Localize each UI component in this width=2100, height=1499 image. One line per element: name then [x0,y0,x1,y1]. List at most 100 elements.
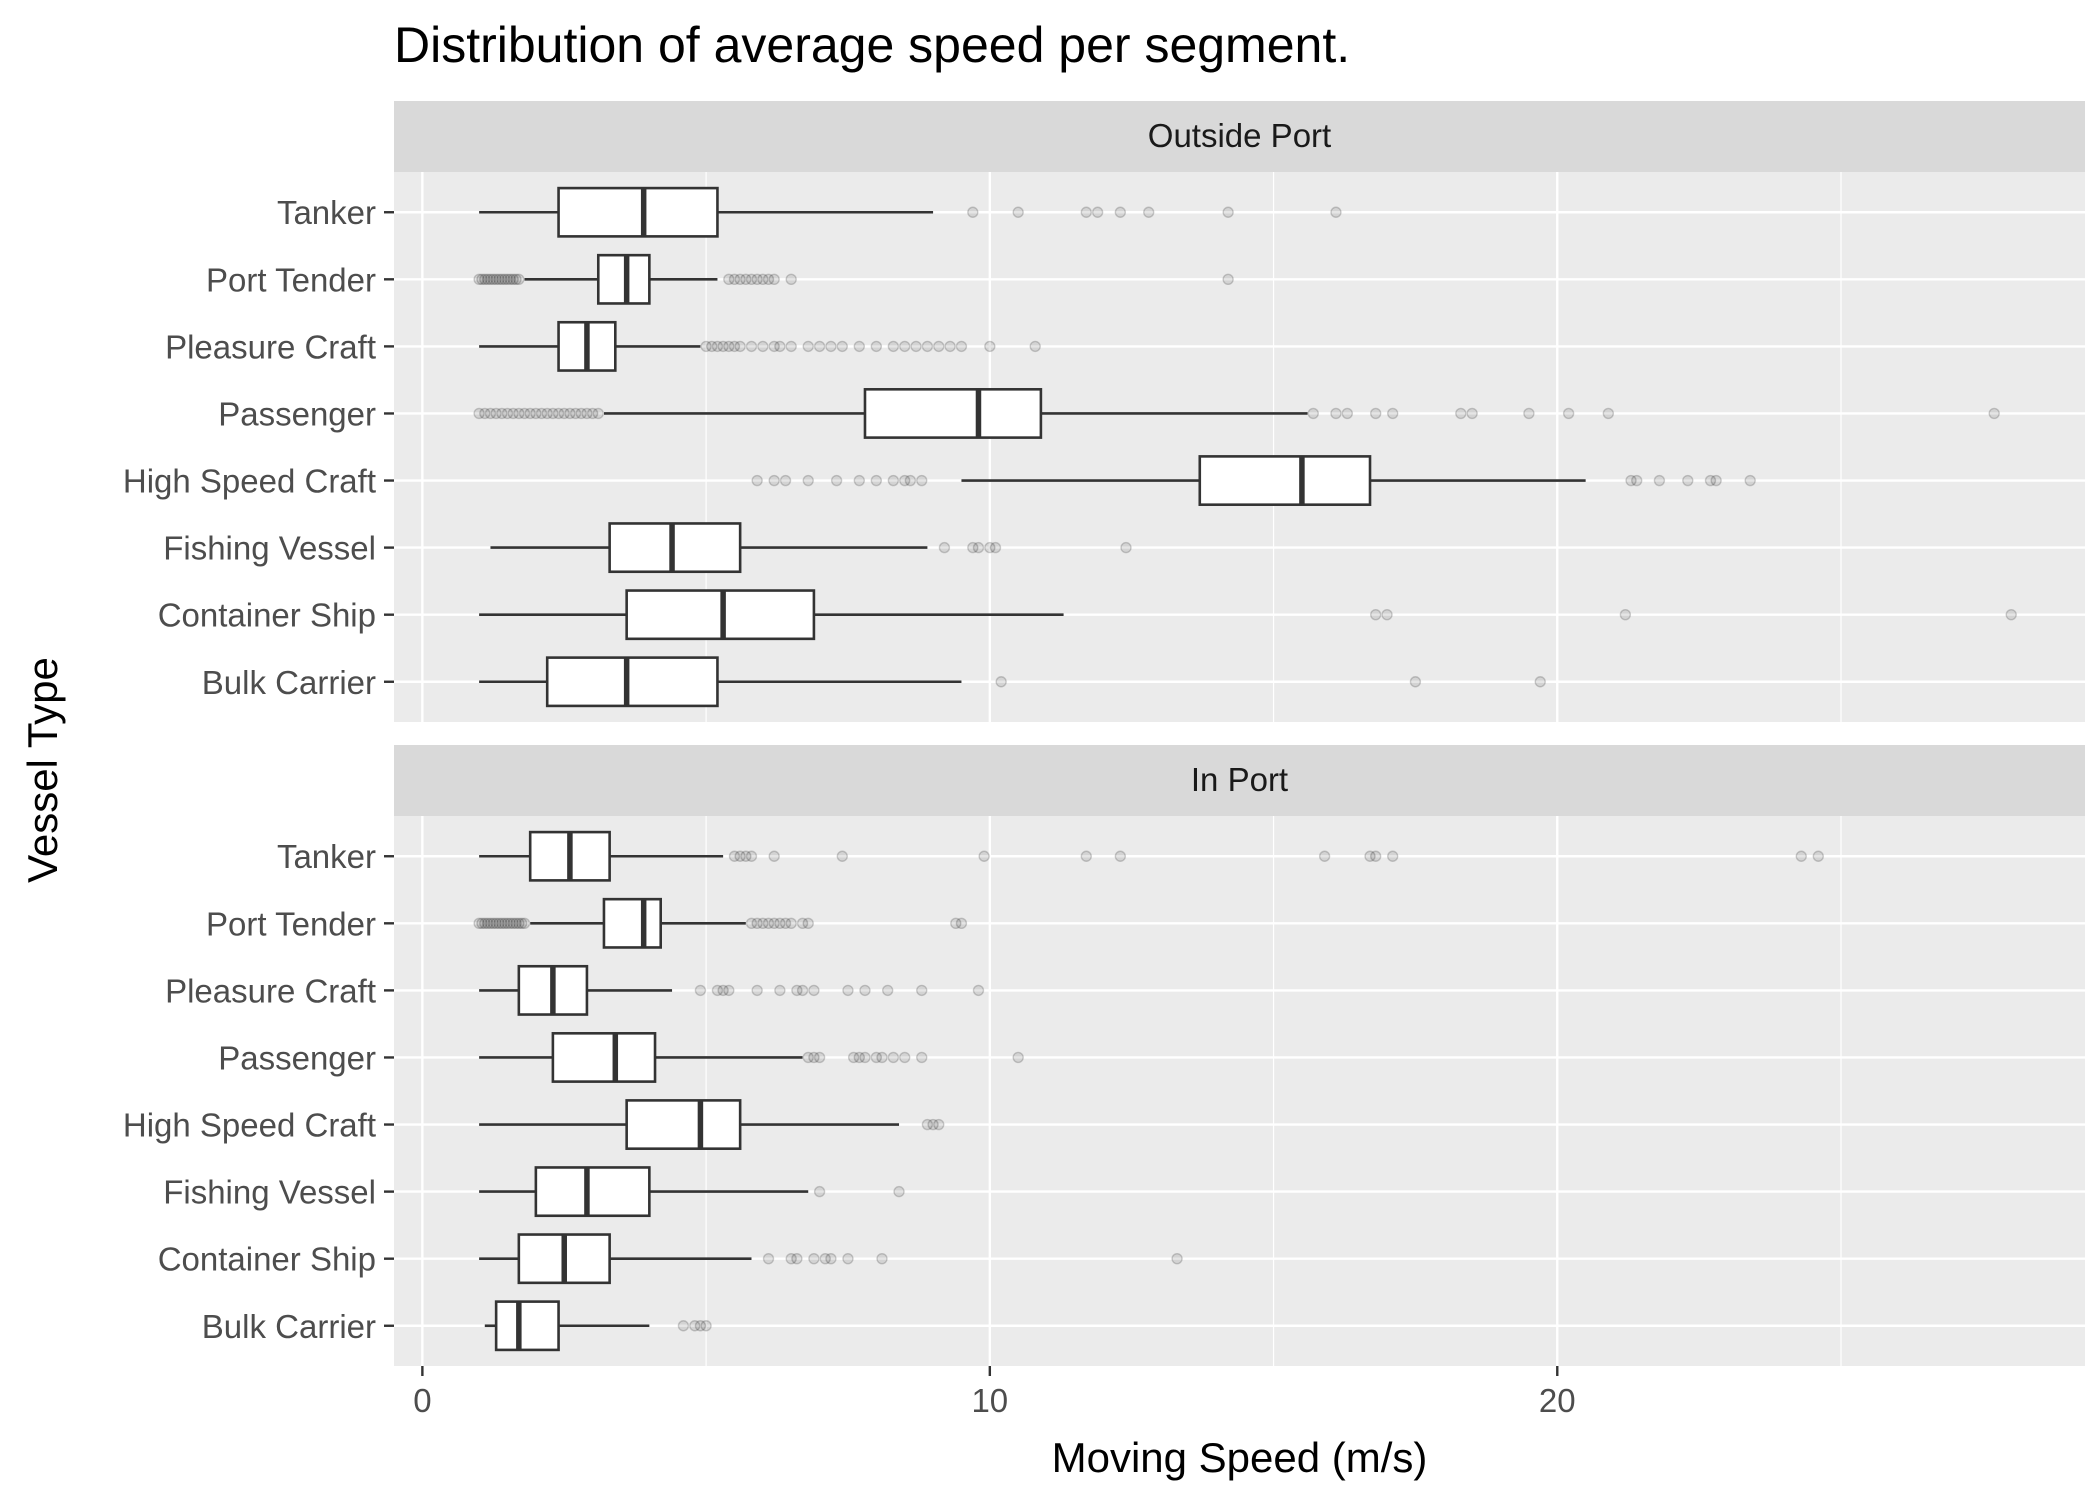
outlier-point [796,917,809,930]
outlier-point [490,407,502,420]
box-bulk-carrier [484,1300,712,1352]
outlier-point [484,273,497,286]
outlier-point [1222,273,1234,286]
outlier-point [700,1320,712,1332]
outlier-point [825,1252,837,1265]
outlier-point [507,273,519,286]
outlier-point [785,340,797,353]
outlier-point [481,273,494,286]
outlier-point [496,917,508,930]
outlier-point [498,917,511,930]
box-body [596,253,651,305]
box-port-tender [473,897,968,949]
outlier-point [802,474,814,487]
outlier-point [916,474,928,487]
outlier-point [745,917,758,930]
outlier-point [774,917,786,930]
outlier-point [899,474,911,487]
outlier-point [1330,206,1342,218]
outlier-point [813,1185,826,1198]
outlier-point [473,273,485,286]
panel-in-port: In Port Tanker Port Tender Pleasure Craft P… [123,745,2085,1366]
outlier-point [899,1051,911,1064]
outlier-point [887,474,900,487]
box-fishing-vessel [490,522,1132,574]
outlier-point [493,273,505,286]
box-body [625,1099,742,1150]
outlier-point [717,984,729,997]
outlier-point [490,273,502,286]
outlier-point [762,1252,775,1265]
outlier-point [751,984,763,997]
outlier-point [933,340,945,353]
outlier-point [870,1051,883,1064]
outlier-point [1625,474,1637,487]
outlier-point [728,340,741,353]
outlier-point [1455,407,1467,420]
outlier-point [694,984,707,997]
outlier-point [1988,407,2000,420]
box-body [534,1166,651,1218]
outlier-point [842,1252,854,1265]
outlier-point [836,850,848,862]
outlier-point [921,1118,934,1131]
outlier-point [728,273,741,286]
outlier-point [504,273,517,286]
box-body [494,1300,560,1352]
outlier-point [876,1252,888,1265]
y-axis: Tanker Port Tender Pleasure Craft Passenger… [123,194,394,701]
outlier-point [1120,541,1132,554]
outlier-point [881,984,894,997]
outlier-point [768,917,780,930]
outlier-point [1466,407,1478,420]
outlier-point [493,917,505,930]
outlier-point [899,340,911,353]
y-tick-label: Bulk Carrier [202,664,376,701]
outlier-point [484,917,497,930]
box-tanker [479,186,1342,238]
outlier-point [944,340,956,353]
outlier-point [785,917,797,930]
outlier-point [501,917,514,930]
y-tick-label: Bulk Carrier [202,1308,376,1345]
outlier-point [592,407,604,420]
outlier-point [955,340,968,353]
outlier-point [490,917,502,930]
outlier-point [791,984,803,997]
outlier-point [515,917,528,930]
outlier-point [745,340,758,353]
outlier-point [1114,206,1127,218]
outlier-point [768,474,780,487]
outlier-point [762,273,775,286]
outlier-point [813,1051,826,1064]
box-body [625,589,816,641]
outlier-point [734,340,746,353]
outlier-point [728,850,741,862]
outlier-point [870,340,883,353]
outlier-point [1341,407,1354,420]
outlier-point [808,1051,820,1064]
outlier-point [887,340,900,353]
outlier-point [1029,340,1041,353]
outlier-point [1812,850,1824,862]
outlier-point [950,917,962,930]
outlier-point [476,273,488,286]
outlier-point [1653,474,1666,487]
outlier-point [972,984,985,997]
outlier-point [1143,206,1155,218]
outlier-point [836,340,848,353]
outlier-point [796,984,809,997]
outlier-point [711,340,724,353]
y-tick-label: Pleasure Craft [165,328,376,365]
outlier-point [762,917,775,930]
outlier-point [791,1252,803,1265]
box-passenger [473,388,2000,439]
outlier-point [779,474,792,487]
strip-label: In Port [1191,761,1288,798]
outlier-point [479,917,491,930]
outlier-point [808,1252,820,1265]
outlier-point [768,340,780,353]
outlier-point [496,407,508,420]
outlier-point [745,273,758,286]
outlier-point [476,917,488,930]
